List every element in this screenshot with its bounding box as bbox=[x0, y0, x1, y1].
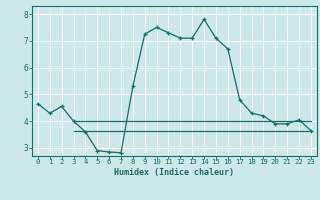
X-axis label: Humidex (Indice chaleur): Humidex (Indice chaleur) bbox=[115, 168, 234, 177]
